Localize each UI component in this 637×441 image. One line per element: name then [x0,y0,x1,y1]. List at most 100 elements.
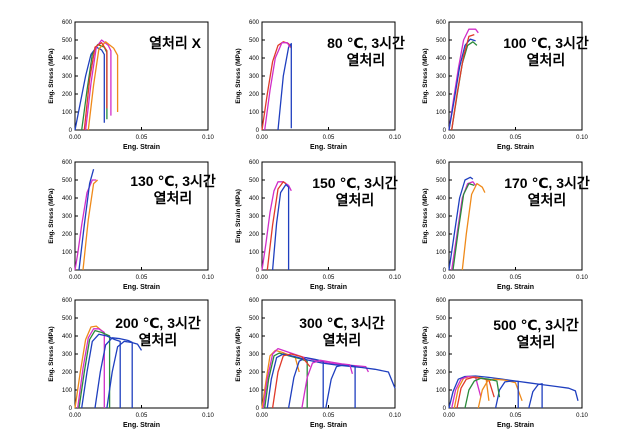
series-line-s3 [78,329,111,409]
y-axis-label: Eng. Stress (MPa) [235,326,242,381]
chart-panel-4: 0 100 200 300 400 500 600 0.00 0.05 0.10 Eng. Stra… [48,160,216,291]
x-tick-label: 0.05 [136,413,148,419]
panel-title-line-2: 열처리 [336,192,375,208]
series-line-s8 [464,377,501,409]
x-tick-label: 0.10 [576,135,588,141]
y-tick-label: 0 [443,128,447,134]
panel-title-line-1: 500 ℃, 3시간 [493,317,579,333]
y-tick-label: 400 [62,56,73,62]
series-line-s4 [87,41,119,131]
y-tick-label: 400 [436,56,447,62]
x-axis-label: Eng. Strain [497,144,534,151]
y-tick-label: 600 [62,298,73,304]
y-tick-label: 300 [62,214,73,220]
x-tick-label: 0.10 [576,275,588,281]
y-axis-label: Eng. Stress (MPa) [422,326,429,381]
x-tick-label: 0.00 [443,413,455,419]
series-line-s3 [84,39,112,131]
y-tick-label: 500 [436,316,447,322]
y-tick-label: 600 [249,20,260,26]
x-axis-label: Eng. Strain [123,284,160,291]
series-line-s5 [477,378,523,409]
series-line-s6 [106,340,143,409]
x-tick-label: 0.05 [323,413,335,419]
y-tick-label: 400 [436,334,447,340]
y-tick-label: 200 [249,232,260,238]
series-line-s3 [264,42,291,131]
y-tick-label: 600 [436,298,447,304]
y-tick-label: 300 [249,74,260,80]
y-axis-label: Eng. Stress (MPa) [48,326,55,381]
y-axis-label: Eng. Stress (MPa) [422,188,429,243]
y-tick-label: 0 [256,406,260,412]
x-tick-label: 0.05 [510,413,522,419]
y-tick-label: 0 [69,268,73,274]
y-tick-label: 300 [249,214,260,220]
series-line-s1 [448,375,579,409]
y-tick-label: 600 [249,160,260,166]
x-tick-label: 0.00 [69,413,81,419]
y-tick-label: 500 [249,178,260,184]
x-tick-label: 0.10 [389,413,401,419]
series-line-s2 [262,347,369,409]
y-tick-label: 300 [436,352,447,358]
series-line-s4 [81,333,121,409]
y-tick-label: 100 [62,388,73,394]
y-tick-label: 600 [249,298,260,304]
chart-panel-9: 0 100 200 300 400 500 600 0.00 0.05 0.10 Eng. Stra… [422,298,588,429]
y-tick-label: 300 [436,74,447,80]
chart-panel-1: 0 100 200 300 400 500 600 0.00 0.05 0.10 Eng. Stra… [48,20,214,151]
chart-panel-6: 0 100 200 300 400 500 600 0.00 0.05 0.10 Eng. Stra… [422,160,590,291]
series-line-s2 [448,38,476,131]
series-line-s1 [261,41,292,131]
panel-title-line-1: 100 ℃, 3시간 [503,35,589,51]
panel-title-line-1: 150 ℃, 3시간 [312,175,398,191]
x-tick-label: 0.00 [256,413,268,419]
y-tick-label: 0 [69,406,73,412]
panel-title-line-2: 열처리 [528,192,567,208]
x-tick-label: 0.10 [202,275,214,281]
x-tick-label: 0.00 [443,275,455,281]
y-tick-label: 600 [436,20,447,26]
y-tick-label: 200 [249,370,260,376]
panel-title-line-2: 열처리 [154,190,193,206]
series-line-s1 [74,179,97,271]
series-line-s4 [451,33,475,131]
y-tick-label: 100 [436,250,447,256]
y-tick-label: 100 [249,250,260,256]
y-tick-label: 100 [62,110,73,116]
y-tick-label: 100 [62,250,73,256]
y-axis-label: Eng. Strain (MPa) [235,189,242,243]
panel-title-line-2: 열처리 [527,52,566,68]
series-line-s1 [261,181,292,271]
y-tick-label: 500 [62,316,73,322]
chart-panel-3: 0 100 200 300 400 500 600 0.00 0.05 0.10 Eng. Stra… [422,20,589,151]
y-tick-label: 500 [62,38,73,44]
y-tick-label: 200 [62,232,73,238]
panel-title-line-1: 300 ℃, 3시간 [299,315,385,331]
panel-title-line-2: 열처리 [347,52,386,68]
y-tick-label: 0 [256,128,260,134]
series-line-s2 [277,42,292,131]
series-line-s4 [456,376,495,409]
y-tick-label: 500 [62,178,73,184]
series-line-s1 [448,176,474,271]
y-tick-label: 300 [62,74,73,80]
y-tick-label: 100 [249,388,260,394]
y-axis-label: Eng. Stress (MPa) [48,48,55,103]
x-axis-label: Eng. Strain [310,422,347,429]
series-line-s8 [271,353,311,409]
y-axis-label: Eng. Stress (MPa) [422,48,429,103]
x-tick-label: 0.05 [323,275,335,281]
x-tick-label: 0.00 [256,135,268,141]
y-tick-label: 400 [62,196,73,202]
series-line-s4 [266,353,396,409]
y-tick-label: 600 [62,20,73,26]
y-tick-label: 500 [249,38,260,44]
y-tick-label: 200 [62,370,73,376]
x-tick-label: 0.05 [510,135,522,141]
x-axis-label: Eng. Strain [497,284,534,291]
y-axis-label: Eng. Stress (MPa) [48,188,55,243]
y-tick-label: 200 [436,370,447,376]
